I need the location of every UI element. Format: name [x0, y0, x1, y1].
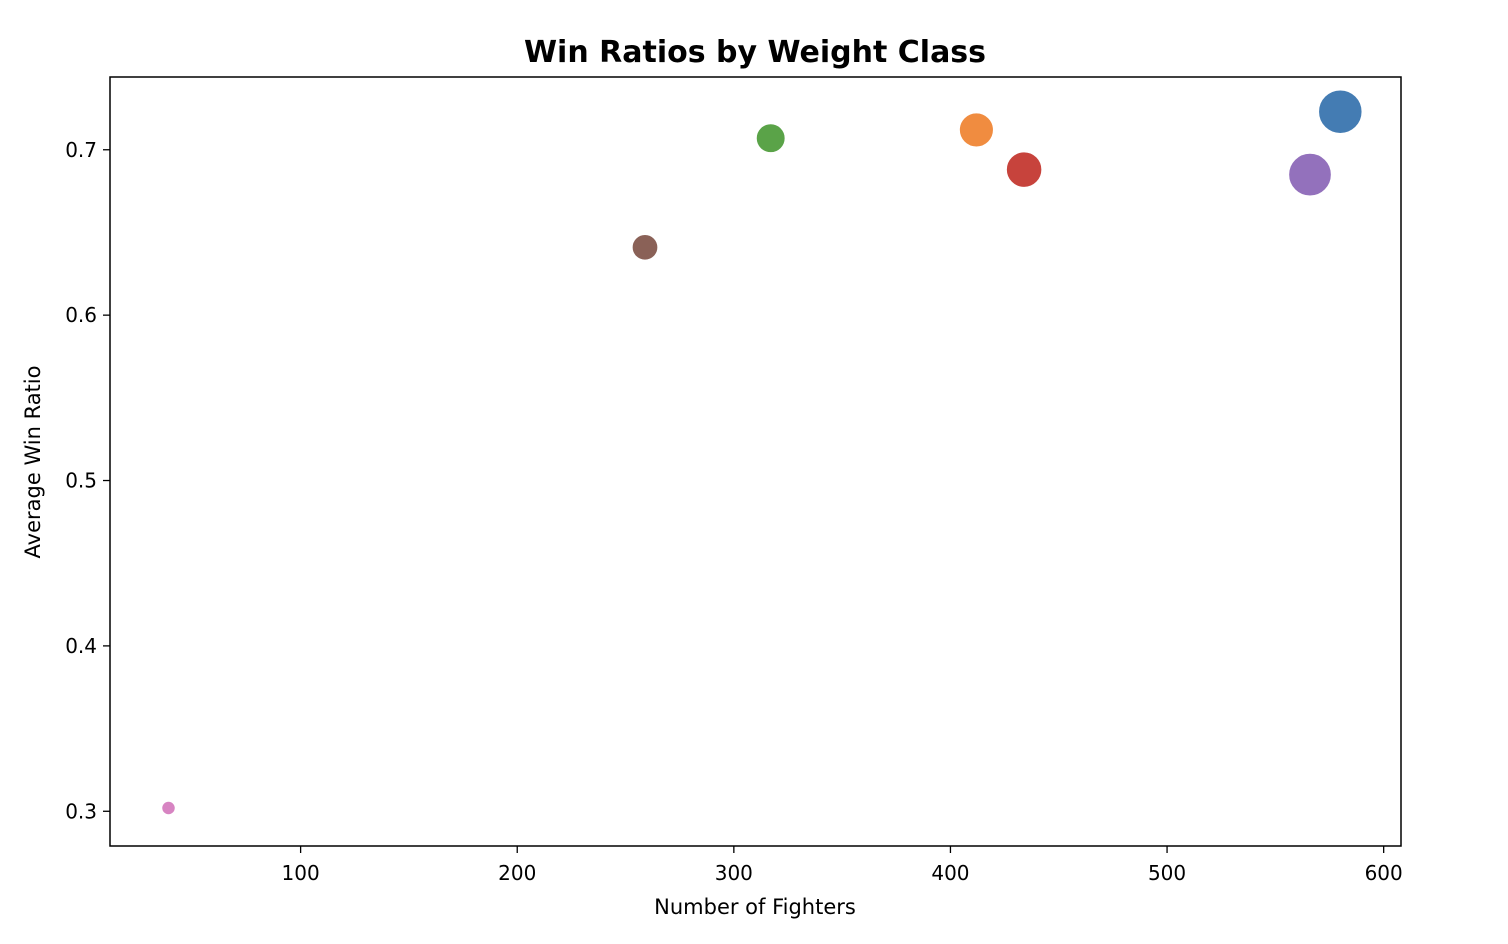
y-axis-title: Average Win Ratio	[21, 366, 45, 559]
chart-title: Win Ratios by Weight Class	[524, 35, 986, 70]
data-point	[631, 233, 659, 262]
y-tick-label: 0.5	[65, 469, 97, 493]
data-point	[958, 111, 995, 148]
y-tick-label: 0.4	[65, 634, 97, 658]
data-point	[1317, 88, 1364, 135]
data-point	[160, 800, 177, 816]
x-tick-label: 200	[498, 861, 536, 885]
plot-area-frame	[109, 76, 1402, 847]
x-axis-title: Number of Fighters	[654, 895, 856, 919]
data-point	[1287, 152, 1333, 197]
y-tick-label: 0.6	[65, 303, 97, 327]
y-tick-label: 0.7	[65, 138, 97, 162]
x-tick-label: 600	[1365, 861, 1403, 885]
x-tick-label: 300	[715, 861, 753, 885]
points-layer	[160, 88, 1364, 816]
data-point	[1005, 150, 1043, 189]
x-axis-ticks: 100 200 300 400 500 600	[282, 846, 1403, 885]
y-axis-ticks: 0.3 0.4 0.5 0.6 0.7	[65, 138, 110, 823]
x-tick-label: 100	[282, 861, 320, 885]
y-tick-label: 0.3	[65, 799, 97, 823]
data-point	[755, 122, 787, 154]
x-tick-label: 400	[931, 861, 969, 885]
x-tick-label: 500	[1148, 861, 1186, 885]
